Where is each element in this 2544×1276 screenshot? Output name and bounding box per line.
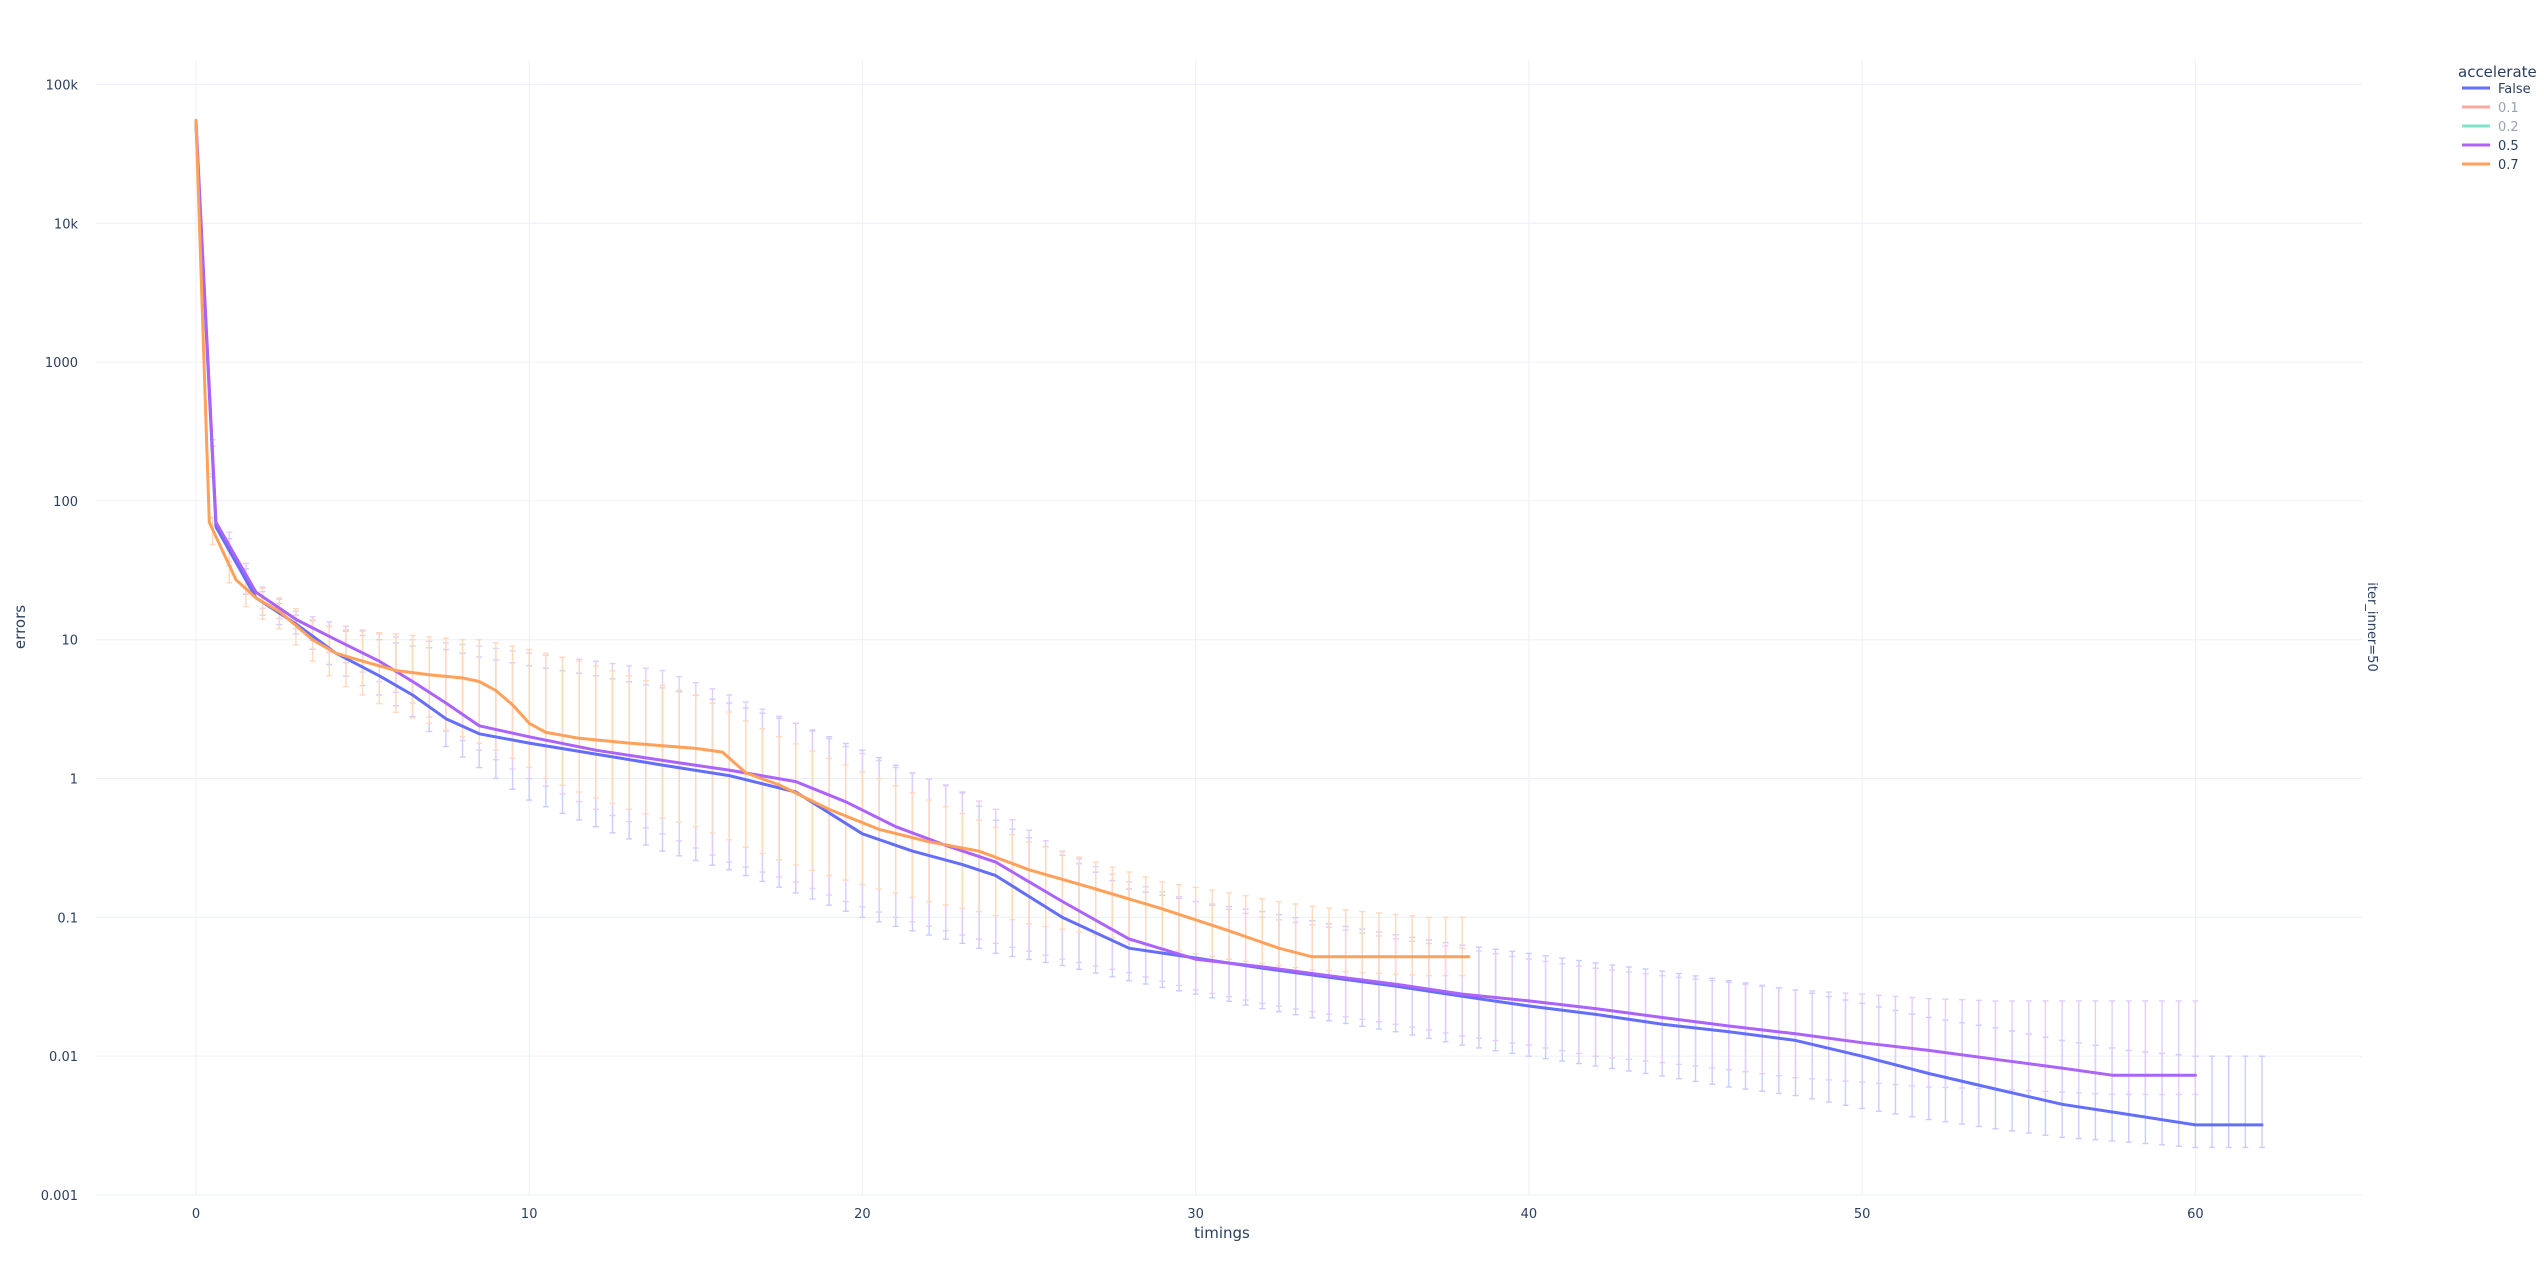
y-tick-label: 1: [70, 773, 78, 788]
x-tick-label: 50: [1854, 1207, 1871, 1222]
x-tick-label: 40: [1521, 1207, 1538, 1222]
x-tick-label: 20: [854, 1207, 871, 1222]
legend-label: 0.2: [2498, 120, 2519, 135]
legend-item-0.1[interactable]: 0.1: [2462, 101, 2519, 116]
series-line-0.5[interactable]: [194, 119, 2197, 1077]
y-tick-label: 0.1: [57, 911, 78, 926]
x-axis-title: timings: [1194, 1224, 1250, 1242]
y-tick-label: 1000: [45, 356, 78, 371]
y-tick-label: 10k: [54, 217, 79, 232]
legend-label: False: [2498, 82, 2531, 97]
y-tick-label: 100: [53, 495, 78, 510]
legend-item-0.7[interactable]: 0.7: [2462, 158, 2519, 173]
series-lines: [194, 119, 2264, 1127]
y-tick-label: 0.001: [41, 1189, 78, 1204]
x-tick-label: 60: [2187, 1207, 2204, 1222]
legend-item-False[interactable]: False: [2462, 82, 2531, 97]
series-line-0.7[interactable]: [194, 119, 1471, 959]
y-tick-label: 100k: [46, 78, 79, 93]
x-tick-label: 0: [192, 1207, 200, 1222]
legend-label: 0.1: [2498, 101, 2519, 116]
x-tick-label: 10: [521, 1207, 538, 1222]
legend[interactable]: accelerate False 0.1 0.2 0.5 0.7: [2458, 63, 2537, 173]
y-tick-label: 10: [61, 634, 78, 649]
legend-label: 0.5: [2498, 139, 2519, 154]
legend-label: 0.7: [2498, 158, 2519, 173]
legend-title: accelerate: [2458, 63, 2537, 81]
facet-label: iter_inner=50: [2364, 582, 2379, 671]
series-line-False[interactable]: [194, 124, 2264, 1127]
axis-ticks: 0 10 20 30 40 50 60 0.001 0.01 0.1 1 10 100 1000 10k 10…: [41, 78, 2204, 1222]
x-tick-label: 30: [1187, 1207, 1204, 1222]
legend-item-0.2[interactable]: 0.2: [2462, 120, 2519, 135]
legend-item-0.5[interactable]: 0.5: [2462, 139, 2519, 154]
y-tick-label: 0.01: [49, 1050, 78, 1065]
y-axis-title: errors: [11, 605, 29, 649]
